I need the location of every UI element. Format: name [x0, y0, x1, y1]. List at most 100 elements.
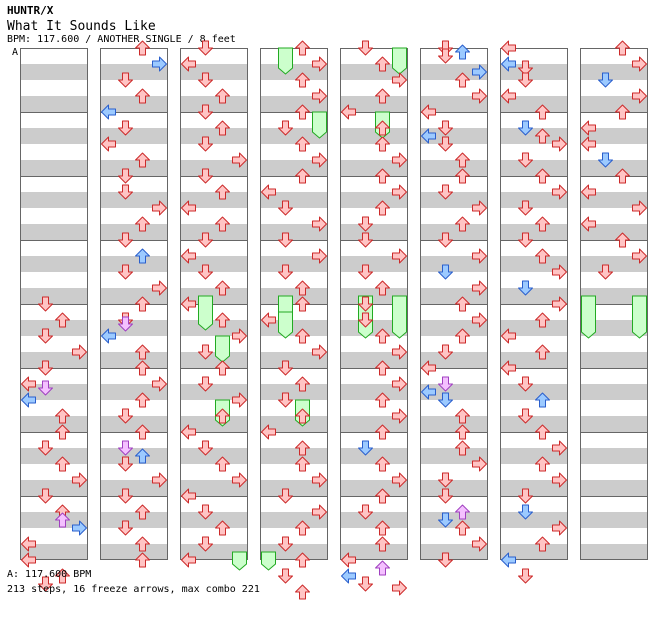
- beat-stripe: [340, 96, 408, 112]
- step-arrow-d: [38, 488, 53, 504]
- chart-column-6: [420, 40, 488, 568]
- beat-stripe: [580, 352, 648, 368]
- beat-stripe: [260, 384, 328, 400]
- step-arrow-l: [21, 552, 36, 568]
- step-arrow-u: [455, 216, 470, 232]
- step-arrow-r: [152, 56, 167, 72]
- step-arrow-r: [472, 248, 487, 264]
- step-arrow-r: [472, 88, 487, 104]
- step-arrow-u: [55, 456, 70, 472]
- beat-stripe: [340, 512, 408, 528]
- step-arrow-r: [152, 200, 167, 216]
- step-arrow-d: [38, 360, 53, 376]
- beat-stripe: [180, 96, 248, 112]
- bpm-legend: A: 117.600 BPM: [7, 569, 92, 580]
- beat-stripe: [180, 224, 248, 240]
- step-arrow-r: [632, 248, 647, 264]
- step-arrow-r: [552, 184, 567, 200]
- step-arrow-d: [518, 488, 533, 504]
- beat-stripe: [420, 224, 488, 240]
- step-arrow-l: [341, 552, 356, 568]
- step-arrow-u: [135, 344, 150, 360]
- step-arrow-d: [518, 72, 533, 88]
- step-arrow-d: [198, 536, 213, 552]
- beat-stripe: [340, 416, 408, 432]
- step-arrow-r: [152, 472, 167, 488]
- column-border: [580, 48, 648, 560]
- beat-stripe: [420, 256, 488, 272]
- beat-stripe: [260, 64, 328, 80]
- step-arrow-l: [581, 184, 596, 200]
- step-arrow-d: [278, 264, 293, 280]
- beat-stripe: [420, 544, 488, 560]
- beat-stripe: [20, 320, 88, 336]
- beat-stripe: [500, 448, 568, 464]
- step-arrow-r: [152, 280, 167, 296]
- beat-stripe: [580, 256, 648, 272]
- step-arrow-r: [72, 520, 87, 536]
- column-border: [340, 48, 408, 560]
- beat-stripe: [180, 256, 248, 272]
- beat-stripe: [20, 160, 88, 176]
- beat-stripe: [500, 224, 568, 240]
- beat-stripe: [260, 416, 328, 432]
- step-arrow-d: [358, 440, 373, 456]
- beat-stripe: [340, 544, 408, 560]
- step-arrow-u: [215, 408, 230, 424]
- beat-stripe: [20, 64, 88, 80]
- step-arrow-r: [232, 328, 247, 344]
- beat-stripe: [100, 384, 168, 400]
- beat-stripe: [20, 416, 88, 432]
- beat-stripe: [500, 192, 568, 208]
- step-arrow-r: [632, 200, 647, 216]
- step-arrow-u: [455, 152, 470, 168]
- step-arrow-r: [72, 344, 87, 360]
- step-arrow-d: [118, 408, 133, 424]
- step-arrow-d: [438, 512, 453, 528]
- beat-stripe: [100, 256, 168, 272]
- beat-stripe: [20, 352, 88, 368]
- step-arrow-u: [135, 152, 150, 168]
- step-arrow-u: [295, 168, 310, 184]
- step-arrow-u: [135, 552, 150, 568]
- beat-stripe: [420, 416, 488, 432]
- beat-stripe: [420, 480, 488, 496]
- song-title: What It Sounds Like: [7, 19, 156, 34]
- step-arrow-u: [375, 328, 390, 344]
- step-arrow-u: [535, 312, 550, 328]
- step-arrow-d: [198, 72, 213, 88]
- beat-stripe: [180, 384, 248, 400]
- beat-stripe: [180, 416, 248, 432]
- step-arrow-d: [518, 504, 533, 520]
- step-arrow-d: [438, 264, 453, 280]
- step-arrow-u: [135, 296, 150, 312]
- step-arrow-u: [55, 408, 70, 424]
- beat-stripe: [100, 160, 168, 176]
- chart-column-3: [180, 40, 248, 571]
- step-arrow-r: [472, 536, 487, 552]
- beat-stripe: [500, 384, 568, 400]
- freeze-arrow-r: [632, 295, 647, 339]
- step-arrow-u: [215, 184, 230, 200]
- speed-marker: A: [12, 47, 19, 58]
- step-arrow-u: [295, 376, 310, 392]
- step-arrow-d: [198, 376, 213, 392]
- step-arrow-u: [535, 128, 550, 144]
- beat-stripe: [500, 512, 568, 528]
- beat-stripe: [580, 96, 648, 112]
- step-arrow-r: [312, 248, 327, 264]
- step-arrow-d: [118, 168, 133, 184]
- step-arrow-l: [501, 360, 516, 376]
- step-arrow-r: [392, 344, 407, 360]
- column-border: [100, 48, 168, 560]
- beat-stripe: [340, 384, 408, 400]
- step-arrow-u: [535, 456, 550, 472]
- step-arrow-l: [101, 104, 116, 120]
- beat-stripe: [340, 288, 408, 304]
- step-arrow-u: [135, 536, 150, 552]
- step-arrow-d: [358, 296, 373, 312]
- beat-stripe: [340, 192, 408, 208]
- step-arrow-r: [472, 200, 487, 216]
- beat-stripe: [260, 224, 328, 240]
- beat-stripe: [100, 448, 168, 464]
